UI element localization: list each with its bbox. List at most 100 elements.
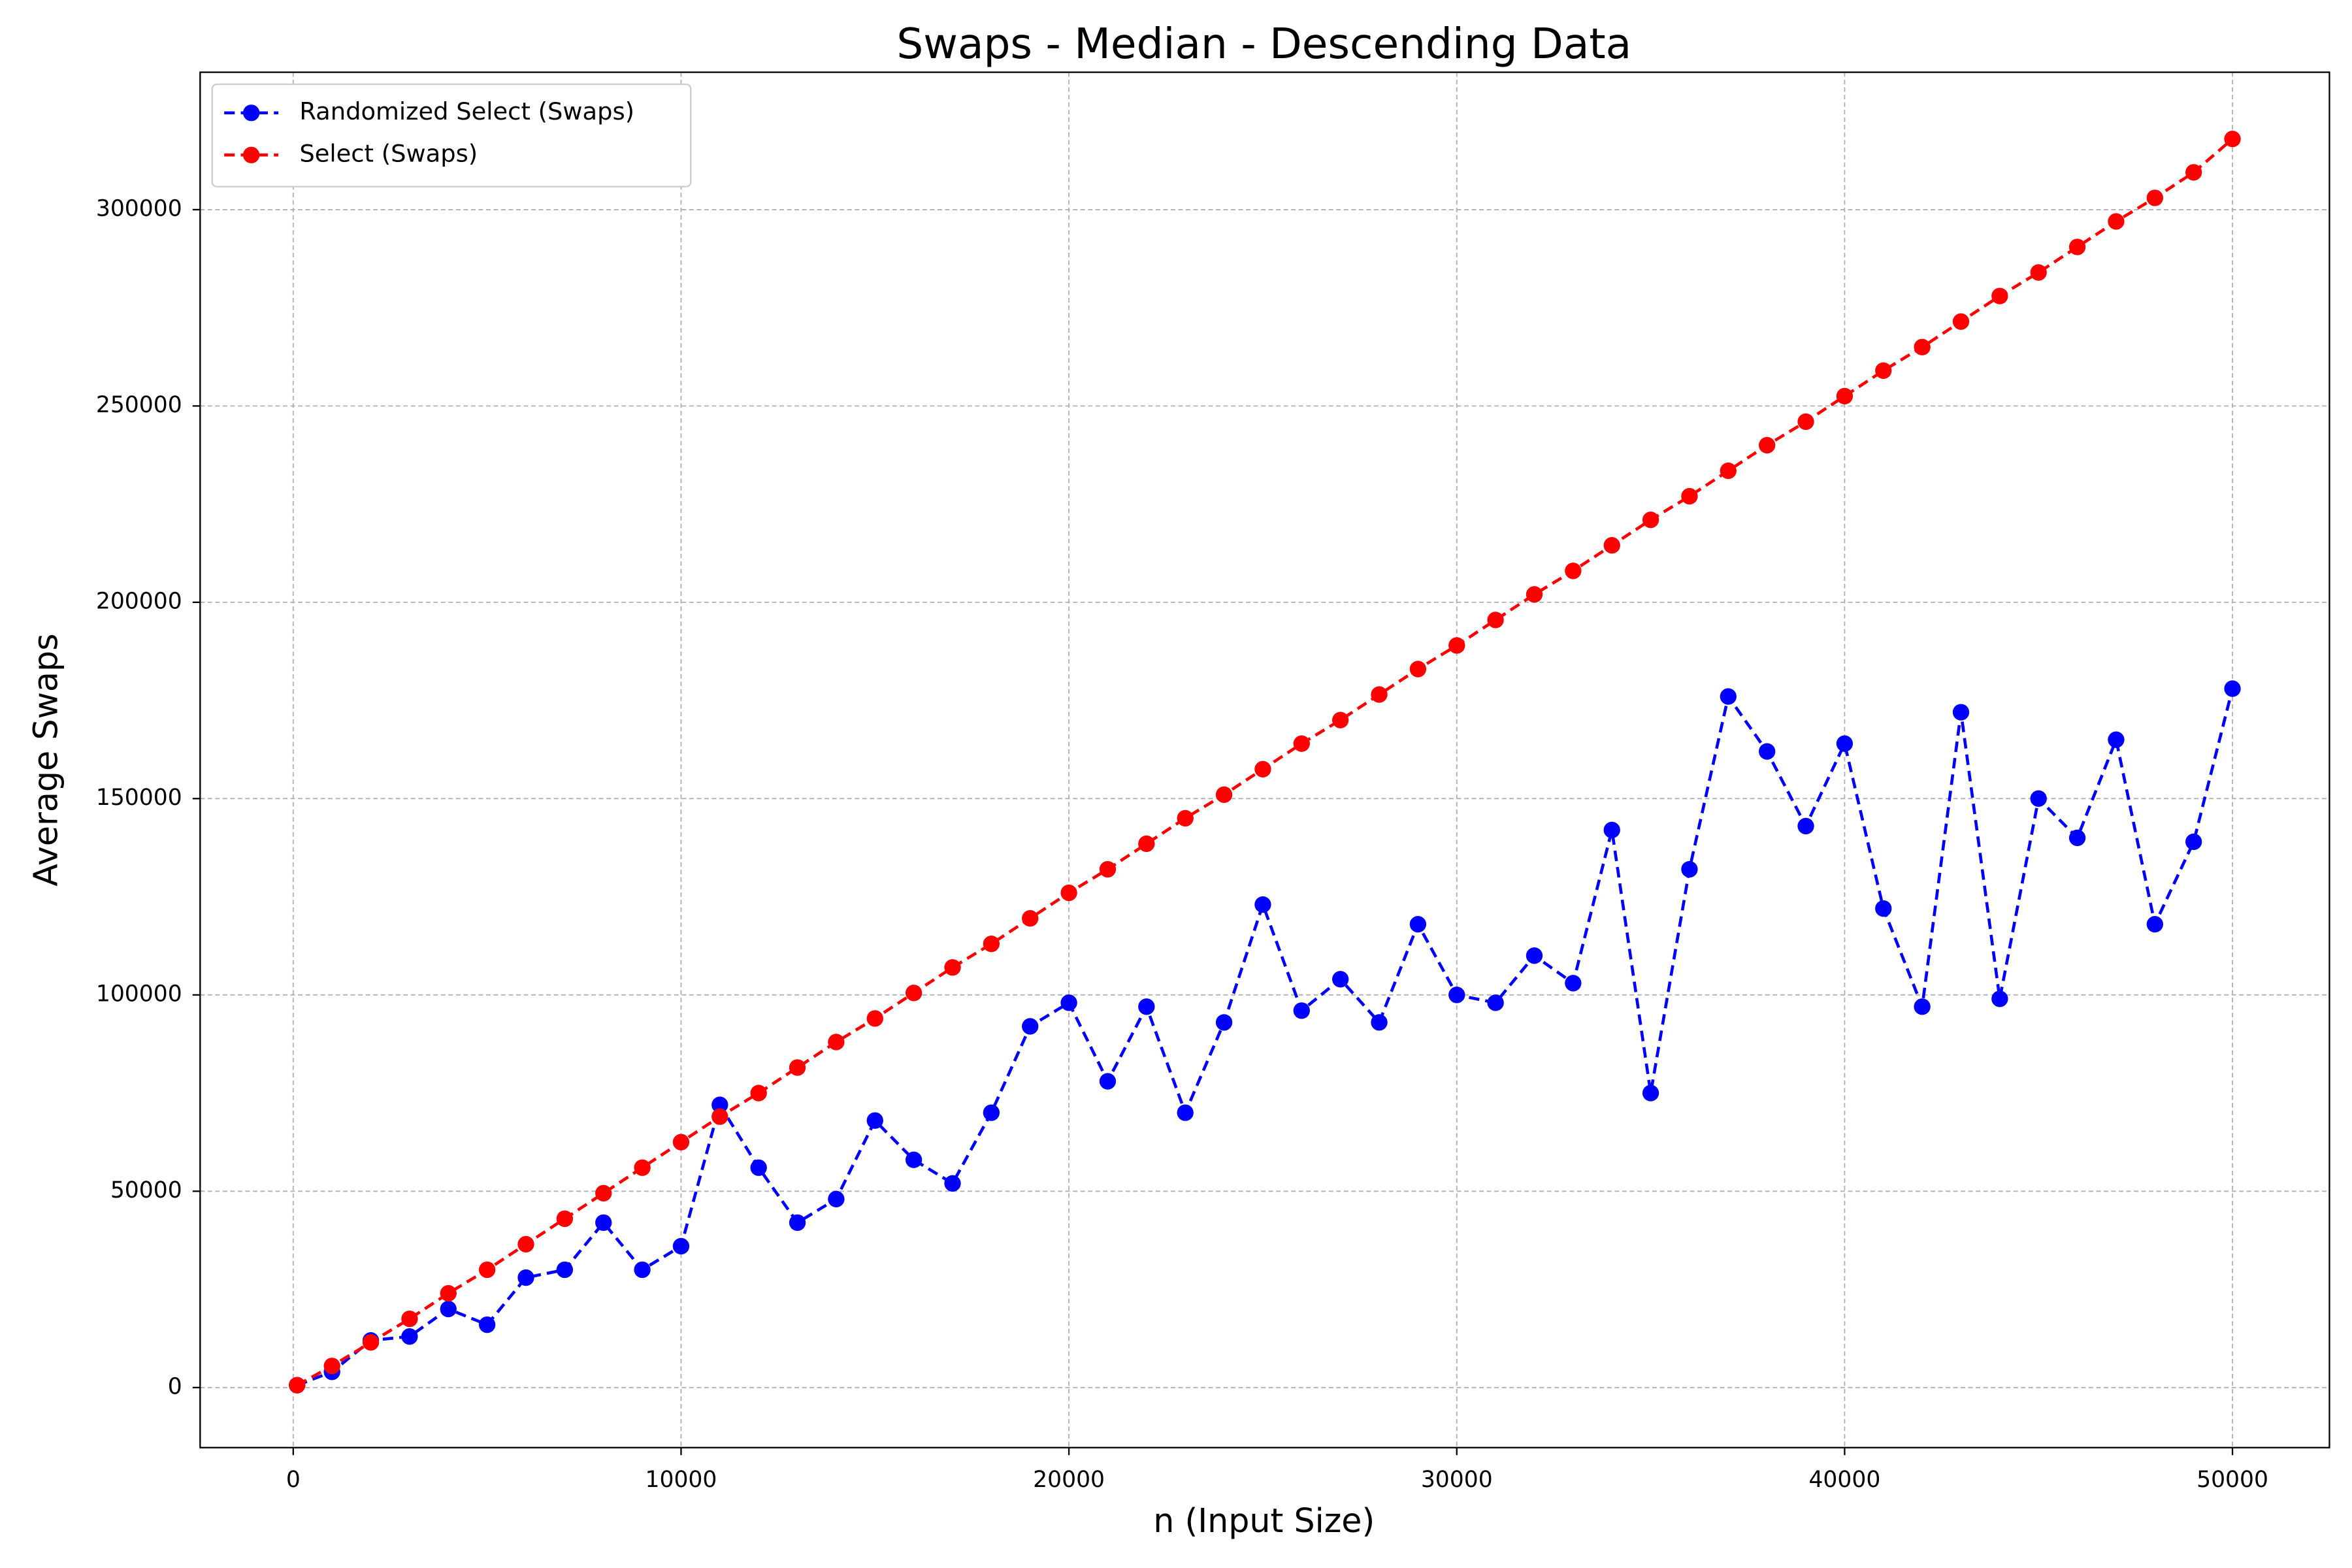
data-point (517, 1235, 534, 1253)
data-point (1952, 313, 1970, 330)
data-point (1797, 817, 1814, 835)
data-point (1642, 1085, 1659, 1102)
data-point (1138, 998, 1155, 1015)
data-point (2068, 238, 2086, 255)
y-tick-label: 50000 (110, 1177, 182, 1203)
data-point (1875, 362, 1892, 379)
data-point (1487, 994, 1504, 1011)
data-point (1914, 998, 1931, 1015)
chart-title: Swaps - Median - Descending Data (896, 20, 1631, 69)
data-point (944, 959, 961, 976)
legend-label: Select (Swaps) (299, 140, 478, 168)
series-line (296, 688, 2234, 1387)
data-point (634, 1159, 651, 1176)
data-point (2108, 213, 2125, 230)
data-point (440, 1300, 457, 1318)
data-point (1099, 1073, 1117, 1090)
data-point (1409, 915, 1427, 933)
y-tick-label: 200000 (96, 588, 182, 614)
data-point (440, 1284, 457, 1302)
data-point (1331, 971, 1349, 988)
data-point (323, 1358, 340, 1375)
plot-frame (199, 71, 2330, 1448)
data-point (1022, 909, 1039, 927)
data-point (556, 1261, 574, 1279)
data-point (1720, 688, 1737, 705)
x-tick-label: 50000 (2197, 1467, 2268, 1493)
y-tick-label: 100000 (96, 981, 182, 1007)
data-point (1331, 711, 1349, 728)
data-point (983, 1104, 1000, 1121)
data-point (944, 1175, 961, 1192)
data-point (711, 1108, 728, 1125)
data-point (828, 1034, 845, 1051)
data-point (2185, 164, 2202, 181)
data-point (2108, 731, 2125, 748)
data-point (401, 1310, 418, 1328)
x-tick-label: 40000 (1808, 1467, 1880, 1493)
series (289, 680, 2241, 1394)
data-point (1565, 563, 1582, 580)
data-point (1681, 860, 1698, 878)
data-point (1836, 735, 1854, 752)
data-point (866, 1010, 883, 1027)
data-point (1022, 1018, 1039, 1035)
y-tick-label: 250000 (96, 392, 182, 418)
data-point (401, 1328, 418, 1345)
data-point (828, 1190, 845, 1207)
y-tick-label: 150000 (96, 785, 182, 811)
data-point (1681, 487, 1698, 505)
data-point (1448, 637, 1465, 654)
data-point (1293, 735, 1310, 752)
data-point (789, 1214, 806, 1232)
data-point (634, 1261, 651, 1279)
data-point (478, 1261, 496, 1279)
data-point (983, 936, 1000, 953)
data-point (1254, 760, 1271, 777)
x-tick-label: 30000 (1421, 1467, 1493, 1493)
data-point (1914, 338, 1931, 355)
data-point (289, 1377, 306, 1394)
data-point (1603, 537, 1620, 554)
data-point (1952, 704, 1970, 721)
data-point (1099, 860, 1117, 878)
y-tick-label: 300000 (96, 195, 182, 221)
data-point (595, 1214, 612, 1232)
data-point (1215, 1014, 1233, 1031)
data-point (1565, 975, 1582, 992)
data-point (2030, 264, 2047, 281)
data-point (1797, 413, 1814, 431)
data-point (2146, 189, 2163, 206)
data-point (1526, 947, 1543, 964)
data-point (789, 1059, 806, 1076)
data-point (1991, 287, 2008, 304)
x-tick-label: 20000 (1033, 1467, 1105, 1493)
y-axis-label: Average Swaps (27, 633, 65, 886)
data-point (905, 985, 923, 1002)
data-point (1177, 1104, 1194, 1121)
data-point (2146, 915, 2163, 933)
data-point (1758, 436, 1776, 454)
data-point (905, 1151, 923, 1168)
data-point (556, 1210, 574, 1228)
data-point (1177, 809, 1194, 827)
legend-marker (242, 105, 260, 122)
data-point (2030, 790, 2047, 808)
data-point (2185, 833, 2202, 851)
data-point (595, 1184, 612, 1201)
legend-label: Randomized Select (Swaps) (299, 97, 634, 125)
data-point (1215, 786, 1233, 804)
data-point (672, 1237, 690, 1255)
data-point (711, 1096, 728, 1113)
data-point (750, 1159, 767, 1176)
data-point (1060, 884, 1077, 902)
data-point (1138, 835, 1155, 853)
data-point (2224, 131, 2241, 148)
data-point (1371, 686, 1388, 703)
data-point (1720, 462, 1737, 480)
data-point (1487, 612, 1504, 629)
data-point (1526, 586, 1543, 603)
x-axis-label: n (Input Size) (1153, 1501, 1375, 1540)
